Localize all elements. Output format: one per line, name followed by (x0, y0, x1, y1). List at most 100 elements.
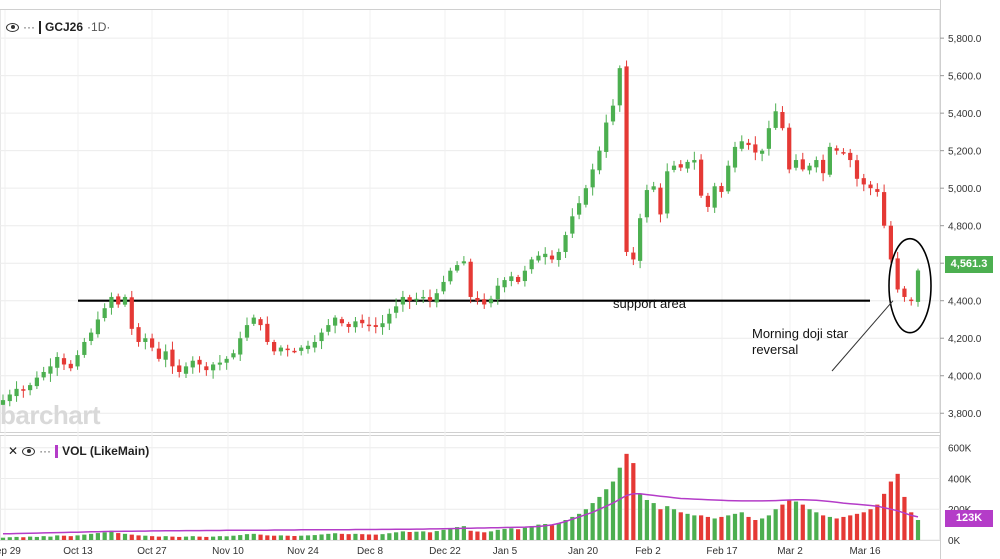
candle-body (868, 184, 873, 189)
volume-bar (150, 536, 155, 540)
price-tick-label: 4,200.0 (948, 334, 982, 345)
volume-bar (394, 532, 399, 540)
options-icon[interactable]: ··· (39, 444, 52, 458)
candle (150, 333, 155, 352)
price-tick-label: 4,800.0 (948, 222, 982, 233)
pattern-highlight-ellipse (888, 237, 932, 334)
volume-bar (333, 533, 338, 540)
candle (665, 163, 670, 219)
candle (102, 303, 107, 322)
price-axis: 3,800.04,000.04,200.04,400.04,600.04,800… (940, 34, 982, 420)
volume-bars (0, 453, 921, 540)
volume-bar (583, 509, 588, 540)
candle-body (292, 350, 297, 353)
candle-body (82, 341, 87, 355)
candle (238, 331, 243, 361)
options-icon[interactable]: ··· (23, 20, 35, 34)
candle-body (68, 363, 73, 369)
candle (251, 314, 256, 326)
symbol-header: ··· GCJ26 ·1D· (6, 20, 110, 34)
candle-body (482, 299, 487, 305)
candle (48, 358, 53, 382)
volume-tick-label: 600K (948, 444, 972, 455)
candle-body (597, 150, 602, 171)
volume-bar (753, 520, 758, 540)
candle (570, 208, 575, 239)
candle-body (102, 308, 107, 319)
candle-body (841, 152, 846, 154)
candle-body (339, 319, 344, 324)
candle-body (699, 159, 704, 196)
candle (143, 333, 148, 350)
volume-bar (41, 536, 46, 540)
candle-body (28, 385, 33, 391)
candle-body (854, 160, 860, 179)
candle-body (536, 255, 541, 261)
volume-bar (712, 518, 717, 540)
price-tick-label: 5,000.0 (948, 184, 982, 195)
volume-color-swatch (55, 444, 59, 458)
candle-body (610, 105, 616, 122)
candle-body (563, 235, 568, 252)
price-tick-label: 4,000.0 (948, 372, 982, 383)
candle-body (285, 348, 290, 351)
candle-body (882, 192, 887, 226)
candle-body (0, 400, 6, 405)
volume-bar (102, 532, 107, 540)
volume-average-line (3, 493, 919, 535)
candle-body (136, 327, 141, 342)
candle-body (163, 351, 168, 360)
candle (651, 181, 656, 193)
candle-body (915, 270, 921, 302)
candle (699, 154, 704, 198)
candle-body (549, 255, 555, 260)
date-tick-label: Oct 13 (63, 546, 93, 557)
volume-bar (448, 528, 453, 540)
candle-body (793, 160, 799, 168)
volume-bar (516, 529, 521, 540)
volume-average-series (3, 493, 919, 535)
eye-icon[interactable] (6, 22, 19, 32)
eye-icon[interactable] (22, 446, 36, 456)
volume-bar (760, 518, 765, 540)
candle (861, 173, 866, 192)
interval-label[interactable]: ·1D· (87, 20, 111, 34)
volume-bar (68, 536, 73, 540)
candle (549, 250, 555, 264)
candle-body (671, 165, 677, 170)
candle (814, 156, 819, 173)
volume-bar (536, 524, 541, 540)
volume-bar (387, 533, 392, 540)
candle (692, 151, 697, 170)
volume-bar (14, 536, 19, 540)
candle-body (434, 293, 439, 303)
candle (414, 292, 419, 305)
candle (529, 256, 534, 274)
candle-body (814, 160, 819, 168)
candlestick-series (0, 60, 921, 408)
volume-bar (312, 535, 317, 540)
candle (28, 382, 33, 396)
candle-body (333, 317, 338, 326)
candle (726, 160, 731, 194)
volume-bar (468, 530, 473, 540)
candle (183, 362, 189, 378)
candle (360, 314, 365, 328)
candle-body (448, 270, 453, 282)
volume-bar (129, 534, 134, 540)
candle-body (312, 341, 317, 348)
volume-bar (807, 509, 812, 540)
candle (712, 182, 717, 213)
price-tick-label: 4,400.0 (948, 297, 982, 308)
candle (793, 154, 799, 171)
volume-bar (244, 534, 250, 540)
volume-bar (610, 481, 616, 540)
candle-body (156, 348, 161, 359)
date-tick-label: Oct 27 (137, 546, 167, 557)
candle (292, 347, 297, 354)
candle (732, 141, 738, 173)
close-icon[interactable]: ✕ (8, 444, 19, 458)
volume-bar (488, 531, 494, 540)
candle (109, 292, 114, 315)
